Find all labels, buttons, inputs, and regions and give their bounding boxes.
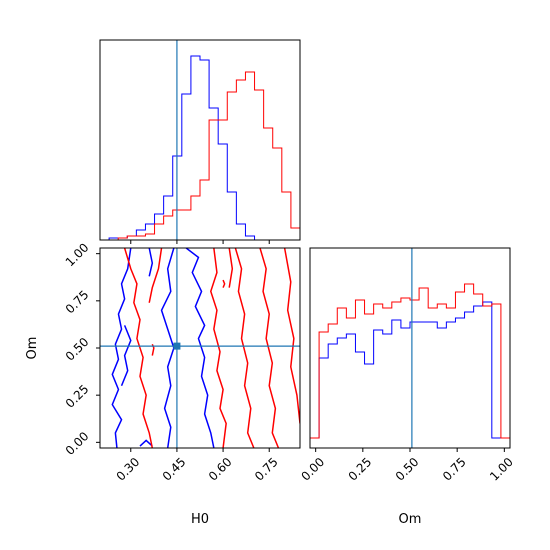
x-axis-label-h0: H0 (191, 512, 209, 527)
hist-om-xtick-label-4: 1.00 (487, 455, 516, 484)
hist-om-xtick-label-0: 0.00 (298, 455, 327, 484)
contour-ytick-label-2: 0.50 (63, 335, 92, 364)
contour-series_a-4 (185, 248, 215, 448)
contour-ytick-label-0: 0.00 (63, 429, 92, 458)
hist-om-frame (309, 247, 511, 449)
contour-series_b-2 (151, 343, 155, 356)
x-axis-label-om: Om (399, 512, 422, 527)
contour-series_b-3 (209, 248, 227, 448)
histogram-h0-panel (99, 39, 301, 244)
contour-ytick-label-1: 0.25 (63, 382, 92, 411)
truth-marker (173, 342, 181, 350)
contour-series_a-1 (160, 248, 175, 448)
contour-frame (99, 247, 301, 449)
hist-om-xtick-label-2: 0.50 (393, 455, 422, 484)
contour-series_a-5 (148, 248, 154, 277)
hist-h0-series-series_b (100, 71, 300, 240)
contour-series_b-5 (234, 248, 255, 448)
contour-h0-om-panel: 0.30 0.45 0.60 0.75 0.00 0.25 0.50 0.75 1.00 (63, 240, 301, 484)
hist-om-xtick-label-3: 0.75 (440, 455, 469, 484)
contour-series_b-7 (283, 248, 300, 424)
hist-om-xtick-label-1: 0.25 (346, 455, 375, 484)
contour-xtick-label-2: 0.60 (206, 455, 235, 484)
hist-h0-series-series_a (100, 55, 300, 240)
contour-series_b-8 (222, 279, 226, 288)
contour-ytick-label-3: 0.75 (63, 288, 92, 317)
contour-series_b-0 (123, 248, 154, 448)
hist-om-series-series_b (310, 283, 510, 448)
contour-xtick-label-3: 0.75 (252, 455, 281, 484)
contour-series_b-4 (228, 248, 234, 288)
contour-series_b-6 (259, 248, 280, 448)
contour-xtick-label-1: 0.45 (160, 455, 189, 484)
contour-xtick-label-0: 0.30 (114, 455, 143, 484)
histogram-om-panel: 0.00 0.25 0.50 0.75 1.00 (298, 247, 516, 484)
contour-series_a-3 (120, 325, 132, 387)
contour-series_a-0 (111, 248, 132, 448)
contour-series_b-1 (148, 248, 163, 303)
contour-series_a-2 (139, 439, 153, 447)
hist-om-series-series_a (310, 301, 510, 448)
contour-ytick-label-4: 1.00 (63, 240, 92, 269)
y-axis-label-om: Om (25, 337, 40, 360)
hist-h0-frame (99, 39, 301, 241)
